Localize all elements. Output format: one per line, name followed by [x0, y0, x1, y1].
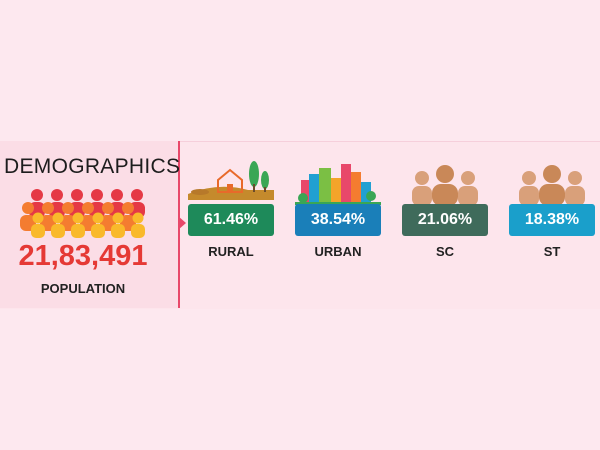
sc-percentage-badge: 21.06% [402, 204, 488, 236]
st-percentage-badge: 18.38% [509, 204, 595, 236]
st-label: ST [543, 244, 561, 259]
urban-label: URBAN [314, 244, 362, 259]
rural-landscape-icon [188, 160, 274, 211]
people-group-icon [402, 160, 488, 211]
urban-percentage-badge: 38.54% [295, 204, 381, 236]
population-crowd-icon [16, 186, 150, 243]
stat-urban: 38.54% URBAN [295, 160, 405, 270]
stat-st: 18.38% ST [509, 160, 600, 270]
people-group-icon [509, 160, 595, 211]
pointer-arrow-icon [178, 216, 186, 230]
demographics-title: DEMOGRAPHICS [4, 155, 181, 178]
rural-percentage-badge: 61.46% [188, 204, 274, 236]
sc-label: SC [435, 244, 455, 259]
stat-sc: 21.06% SC [402, 160, 512, 270]
stat-rural: 61.46% RURAL [188, 160, 298, 270]
rural-label: RURAL [208, 244, 254, 259]
population-label: POPULATION [40, 281, 126, 296]
city-skyline-icon [295, 160, 381, 211]
population-value: 21,83,491 [18, 240, 148, 272]
